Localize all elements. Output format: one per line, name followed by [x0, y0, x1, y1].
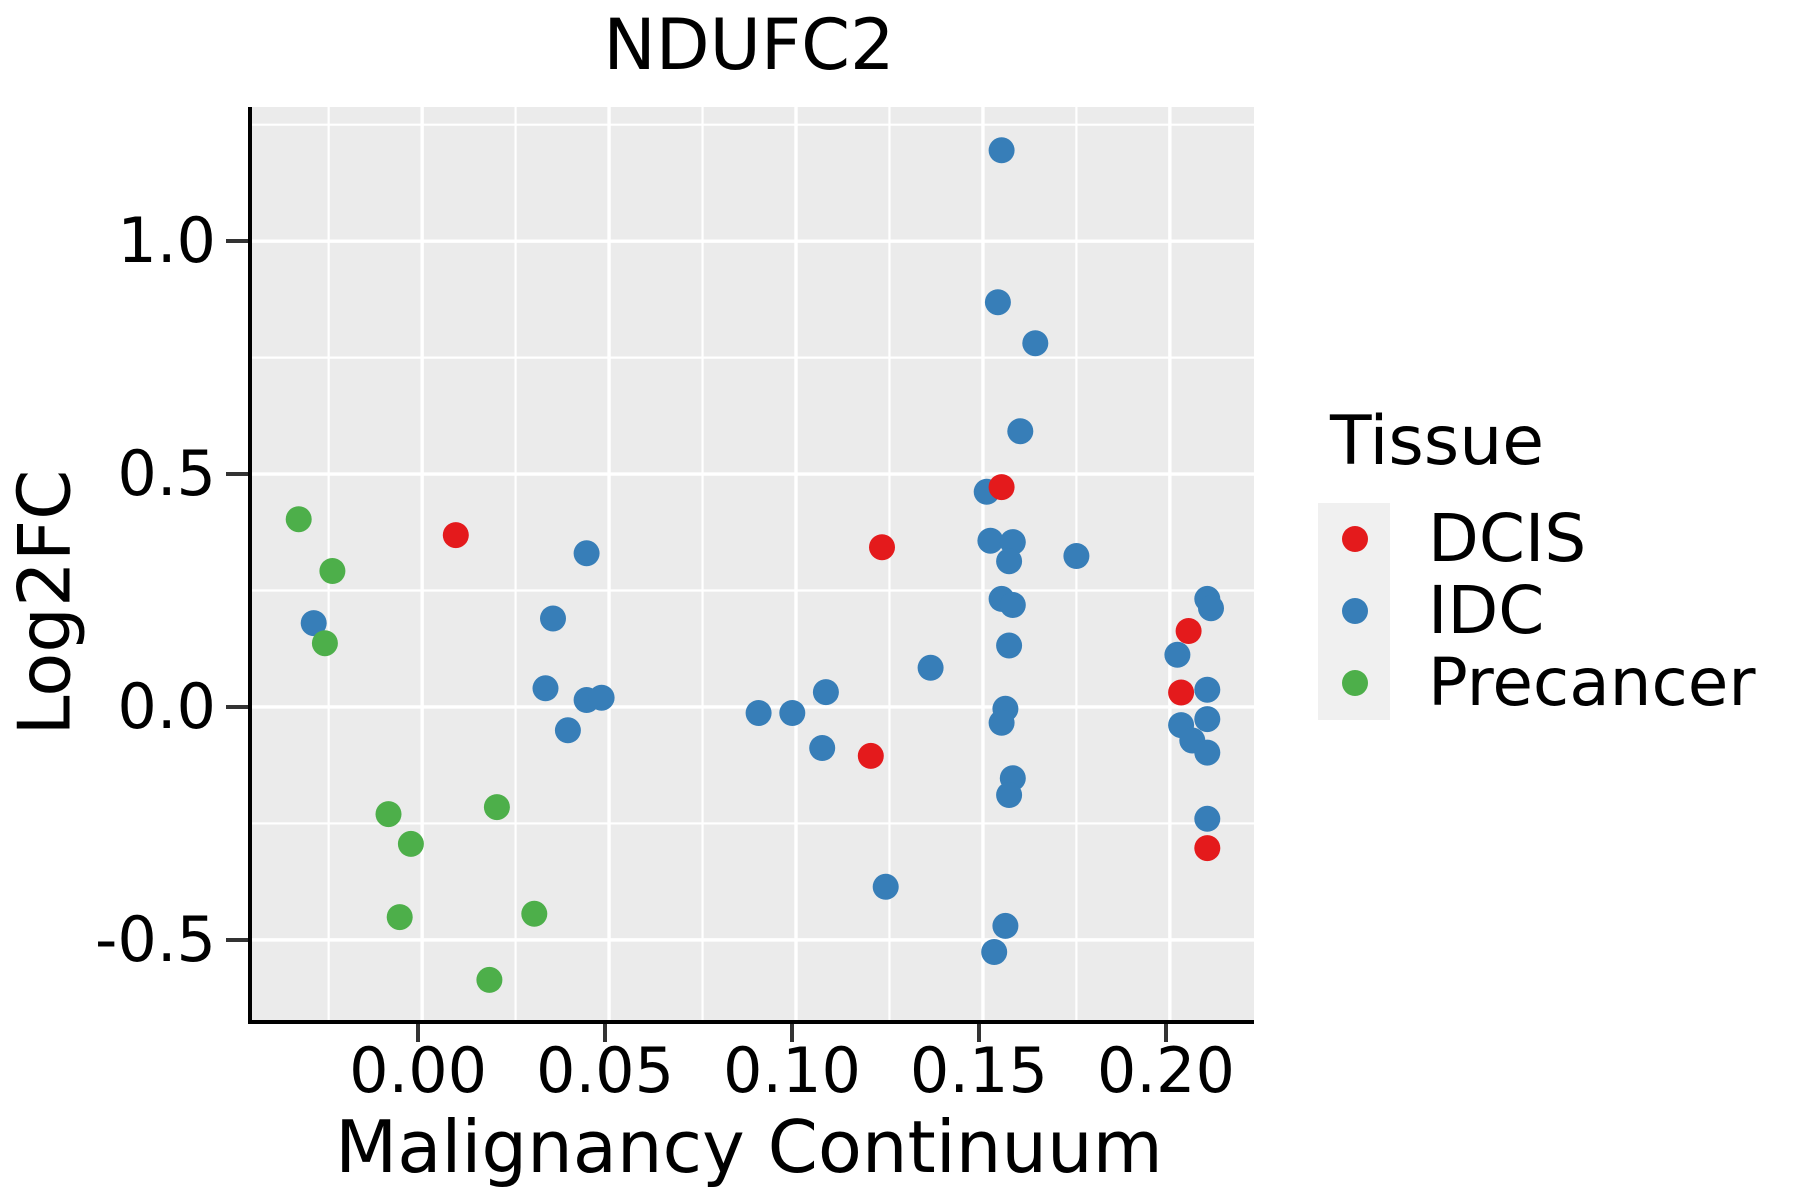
- x-tick-label: 0.20: [1096, 1034, 1235, 1107]
- data-point-dcis: [1175, 618, 1202, 644]
- legend-title: Tissue: [1330, 402, 1545, 481]
- data-point-idc: [1194, 676, 1221, 703]
- legend-dot-dcis: [1342, 526, 1368, 552]
- data-point-idc: [996, 632, 1023, 659]
- data-point-dcis: [869, 534, 895, 561]
- y-axis-label: Log2FC: [2, 469, 87, 736]
- data-point-idc: [984, 289, 1011, 316]
- data-point-dcis: [857, 742, 884, 769]
- data-point-dcis: [988, 474, 1015, 501]
- data-point-precancer: [483, 794, 510, 821]
- x-tick-mark: [976, 1024, 981, 1042]
- data-point-idc: [812, 679, 839, 706]
- data-point-precancer: [521, 900, 548, 927]
- data-point-idc: [981, 939, 1008, 965]
- data-point-idc: [1007, 418, 1034, 445]
- x-tick-mark: [416, 1024, 421, 1042]
- data-point-idc: [917, 654, 944, 681]
- plot-area: [248, 107, 1254, 1024]
- data-point-idc: [532, 675, 559, 702]
- x-tick-label: 0.10: [722, 1034, 861, 1107]
- data-point-idc: [992, 912, 1019, 939]
- data-point-precancer: [311, 630, 338, 657]
- x-tick-mark: [1163, 1024, 1168, 1042]
- x-tick-label: 0.15: [909, 1034, 1048, 1107]
- y-tick-mark: [226, 472, 248, 477]
- data-point-dcis: [1168, 679, 1195, 706]
- data-point-idc: [872, 873, 899, 900]
- data-point-dcis: [1194, 835, 1221, 862]
- data-point-idc: [540, 605, 566, 632]
- data-point-precancer: [476, 966, 503, 993]
- x-tick-label: 0.00: [349, 1034, 488, 1107]
- data-point-idc: [988, 709, 1015, 736]
- legend-dot-precancer: [1342, 670, 1368, 696]
- scatter-canvas: [252, 107, 1254, 1020]
- data-point-idc: [996, 548, 1023, 575]
- y-tick-mark: [226, 704, 248, 709]
- y-tick-label: 0.0: [117, 669, 216, 743]
- data-point-idc: [999, 592, 1026, 618]
- x-tick-mark: [603, 1024, 608, 1042]
- x-tick-mark: [789, 1024, 794, 1042]
- data-point-idc: [809, 735, 836, 761]
- legend-label: DCIS: [1428, 500, 1587, 577]
- data-point-idc: [1022, 330, 1049, 357]
- data-point-idc: [1198, 595, 1224, 622]
- data-point-idc: [1194, 739, 1221, 766]
- data-point-idc: [1063, 543, 1090, 569]
- legend-label: Precancer: [1428, 644, 1756, 721]
- data-point-dcis: [442, 522, 469, 549]
- data-point-precancer: [375, 801, 402, 828]
- data-point-precancer: [397, 830, 424, 857]
- data-point-idc: [573, 540, 600, 567]
- data-point-idc: [554, 717, 581, 744]
- legend-item-dcis: DCIS: [1318, 503, 1798, 575]
- data-point-idc: [977, 527, 1004, 554]
- data-point-idc: [745, 700, 772, 726]
- data-point-idc: [1164, 641, 1191, 668]
- data-point-idc: [300, 610, 327, 637]
- data-point-precancer: [319, 558, 346, 584]
- y-tick-label: 1.0: [117, 204, 216, 278]
- y-tick-mark: [226, 937, 248, 942]
- legend-label: IDC: [1428, 572, 1545, 649]
- data-point-idc: [996, 782, 1023, 808]
- legend-dot-idc: [1342, 598, 1368, 624]
- data-point-idc: [1194, 805, 1221, 832]
- data-point-precancer: [386, 904, 413, 931]
- data-point-idc: [588, 684, 615, 711]
- x-tick-label: 0.05: [536, 1034, 675, 1107]
- chart-title: NDUFC2: [603, 4, 895, 86]
- y-tick-label: 0.5: [117, 437, 216, 511]
- data-point-idc: [1194, 706, 1221, 733]
- y-tick-label: -0.5: [95, 902, 216, 976]
- data-point-idc: [779, 700, 806, 726]
- legend-item-precancer: Precancer: [1318, 647, 1798, 719]
- data-point-idc: [988, 137, 1015, 164]
- y-tick-mark: [226, 239, 248, 244]
- data-point-precancer: [285, 506, 312, 533]
- legend-item-idc: IDC: [1318, 575, 1798, 647]
- x-axis-label: Malignancy Continuum: [335, 1105, 1163, 1189]
